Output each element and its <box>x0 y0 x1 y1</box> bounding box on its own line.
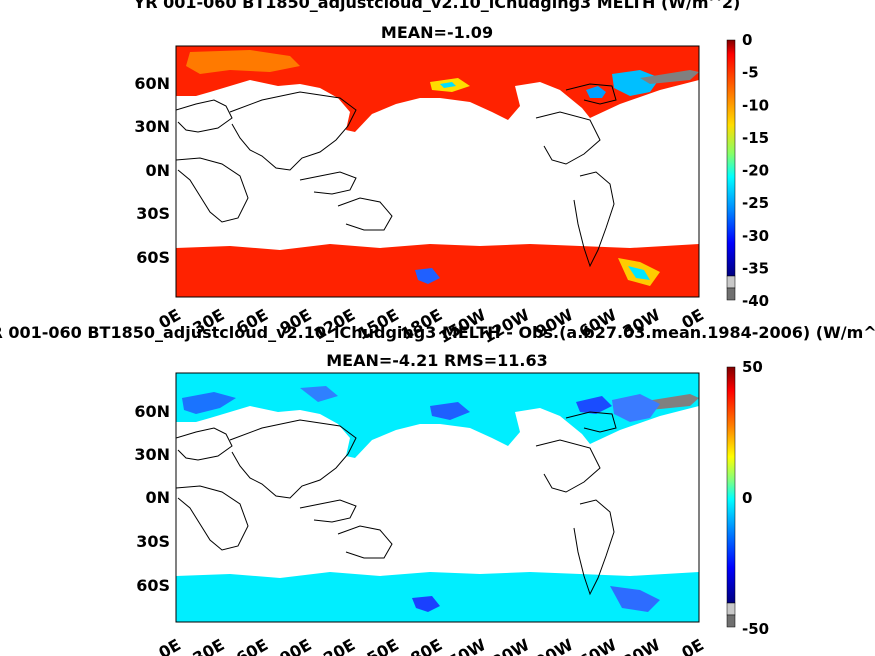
bottom-lat-label: 30N <box>134 445 170 464</box>
top-colorbar-tick: -25 <box>742 194 769 212</box>
top-map-field <box>176 46 699 297</box>
bottom-lon-label: 180E <box>398 635 446 656</box>
top-ross-blue <box>415 268 440 284</box>
top-panel: YR 001-060 BT1850_adjustcloud_v2.10_lChu… <box>133 0 769 347</box>
bottom-labrador-blue <box>612 394 660 422</box>
bottom-lon-label: 120E <box>310 635 358 656</box>
bottom-lon-label: 30W <box>619 635 663 656</box>
bottom-lat-label: 30S <box>136 532 170 551</box>
bottom-lon-label: 90W <box>532 635 576 656</box>
bottom-lon-label: 120W <box>479 635 533 656</box>
bottom-lon-label: 60E <box>233 635 271 656</box>
top-lat-labels: 60N 30N 0N 30S 60S <box>134 74 170 267</box>
bottom-colorbar-undef-dark <box>726 614 736 628</box>
bottom-lon-label: 0E <box>678 635 707 656</box>
bottom-weddell-blue <box>610 586 660 612</box>
bottom-southern-field <box>176 572 699 622</box>
bottom-colorbar-undef-light <box>726 602 736 616</box>
bottom-lon-label: 150E <box>354 635 402 656</box>
top-lat-label: 30S <box>136 204 170 223</box>
bottom-lon-label: 150W <box>435 635 489 656</box>
top-colorbar-tick: -30 <box>742 227 769 245</box>
top-colorbar-undef-light <box>726 275 736 289</box>
bottom-subtitle: MEAN=-4.21 RMS=11.63 <box>326 351 548 370</box>
bottom-colorbar-tick: 0 <box>742 489 752 507</box>
top-colorbar-tick: 0 <box>742 31 752 49</box>
bottom-lat-label: 60S <box>136 576 170 595</box>
bottom-colorbar: 50 0 -50 <box>726 358 769 638</box>
top-arctic-orange <box>186 50 300 74</box>
top-coastlines <box>176 83 617 268</box>
bottom-map-frame <box>175 372 700 623</box>
top-labrador-blue <box>612 70 660 96</box>
bottom-lon-label: 60W <box>576 635 620 656</box>
bottom-lat-label: 0N <box>145 488 170 507</box>
bottom-coastlines <box>176 411 617 596</box>
bottom-lat-labels: 60N 30N 0N 30S 60S <box>134 402 170 595</box>
top-colorbar-undef-dark <box>726 287 736 301</box>
top-okhotsk-cyan <box>440 82 456 88</box>
bottom-lon-label: 90E <box>276 635 314 656</box>
top-southern-field <box>176 244 699 297</box>
bottom-title: YR 001-060 BT1850_adjustcloud_v2.10_lChu… <box>0 323 875 342</box>
top-lat-label: 0N <box>145 161 170 180</box>
top-colorbar-tick: -35 <box>742 259 769 277</box>
top-hudson-blue <box>586 86 606 98</box>
bottom-map-field <box>176 373 699 622</box>
bottom-lon-label: 0E <box>155 635 184 656</box>
top-title: YR 001-060 BT1850_adjustcloud_v2.10_lChu… <box>133 0 741 12</box>
bottom-arctic-blue <box>182 392 236 414</box>
bottom-ross-blue <box>412 596 440 612</box>
top-colorbar-tick: -20 <box>742 162 769 180</box>
top-colorbar-tick: -15 <box>742 129 769 147</box>
top-colorbar-tick: -40 <box>742 292 769 310</box>
top-lat-label: 30N <box>134 117 170 136</box>
top-lat-label: 60N <box>134 74 170 93</box>
bottom-panel: YR 001-060 BT1850_adjustcloud_v2.10_lChu… <box>0 323 875 656</box>
top-colorbar-tick: -5 <box>742 64 759 82</box>
bottom-okhotsk-blue <box>430 402 470 420</box>
bottom-lon-label: 30E <box>189 635 227 656</box>
bottom-colorbar-tick: -50 <box>742 620 769 638</box>
top-subtitle: MEAN=-1.09 <box>381 23 493 42</box>
top-colorbar: 0 -5 -10 -15 -20 -25 -30 -35 -40 <box>726 31 769 310</box>
top-colorbar-gradient <box>726 39 736 277</box>
top-weddell-cyan <box>628 266 650 280</box>
bottom-lat-label: 60N <box>134 402 170 421</box>
bottom-barents-blue <box>300 386 338 402</box>
top-colorbar-tick: -10 <box>742 96 769 114</box>
bottom-colorbar-tick: 50 <box>742 358 763 376</box>
top-lat-label: 60S <box>136 248 170 267</box>
bottom-hudson-blue <box>576 396 612 414</box>
top-map-frame <box>175 45 700 298</box>
top-greenland-grey <box>640 70 699 84</box>
bottom-colorbar-gradient <box>726 366 736 604</box>
